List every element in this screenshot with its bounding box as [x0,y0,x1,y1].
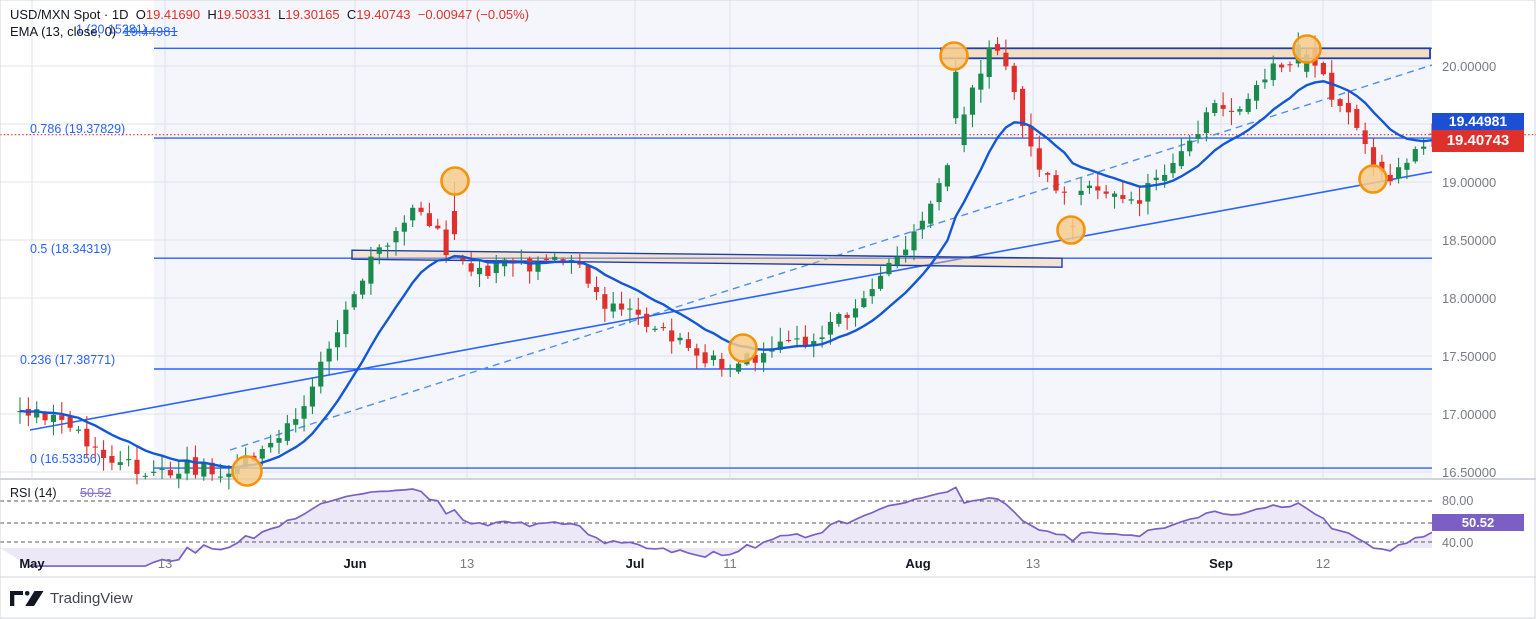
svg-text:0.786 (19.37829): 0.786 (19.37829) [30,122,125,136]
svg-text:0.5 (18.34319): 0.5 (18.34319) [30,242,111,256]
svg-text:13: 13 [158,556,172,571]
svg-text:0 (16.53356): 0 (16.53356) [30,452,101,466]
svg-text:50.52: 50.52 [80,486,111,500]
svg-text:Aug: Aug [905,556,930,571]
svg-text:17.50000: 17.50000 [1442,349,1496,364]
svg-text:Jul: Jul [626,556,645,571]
svg-text:17.00000: 17.00000 [1442,407,1496,422]
svg-text:18.50000: 18.50000 [1442,233,1496,248]
svg-text:Sep: Sep [1209,556,1233,571]
svg-text:80.00: 80.00 [1442,494,1473,508]
svg-text:40.00: 40.00 [1442,536,1473,550]
svg-text:13: 13 [460,556,474,571]
svg-text:11: 11 [723,556,737,571]
svg-text:16.50000: 16.50000 [1442,465,1496,480]
svg-text:20.00000: 20.00000 [1442,59,1496,74]
svg-text:18.00000: 18.00000 [1442,291,1496,306]
svg-text:12: 12 [1316,556,1330,571]
svg-text:RSI (14): RSI (14) [10,486,57,500]
svg-text:Jun: Jun [343,556,366,571]
svg-text:19.00000: 19.00000 [1442,175,1496,190]
svg-text:May: May [19,556,45,571]
svg-text:13: 13 [1026,556,1040,571]
svg-text:0.236 (17.38771): 0.236 (17.38771) [20,353,115,367]
